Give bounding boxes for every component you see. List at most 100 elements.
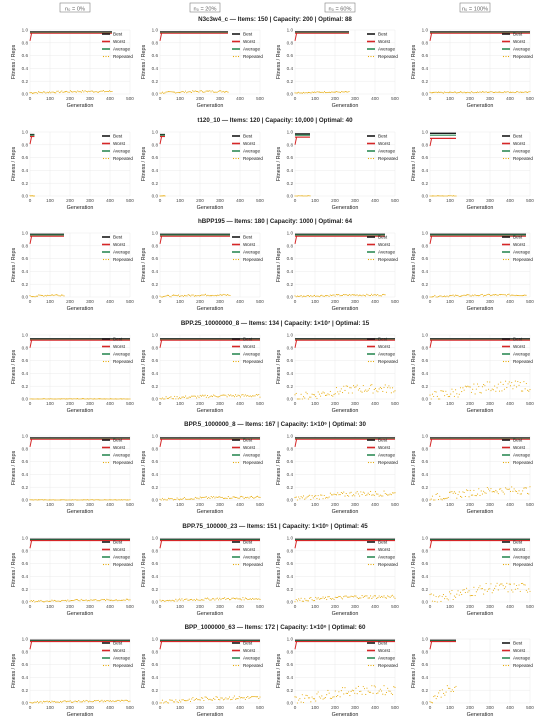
- repeated-point: [474, 91, 476, 93]
- repeated-point: [376, 597, 378, 600]
- legend-key-repeated: [232, 360, 235, 363]
- legend-key-repeated: [235, 461, 237, 464]
- repeated-point: [366, 595, 368, 597]
- series-worst-start: [29, 439, 33, 447]
- repeated-point: [109, 499, 112, 501]
- repeated-point: [202, 394, 204, 396]
- repeated-point: [33, 599, 35, 602]
- repeated-point: [102, 499, 104, 501]
- x-tick-label: 0: [294, 401, 297, 406]
- series-worst-start: [429, 340, 433, 348]
- legend-label: Worst: [513, 39, 526, 44]
- legend-label: Repeated: [243, 54, 263, 59]
- repeated-point: [311, 91, 313, 93]
- repeated-point: [73, 600, 75, 602]
- repeated-point: [254, 395, 256, 397]
- repeated-point: [382, 693, 384, 695]
- repeated-point: [42, 499, 44, 501]
- y-tick-label: 0.2: [22, 79, 29, 84]
- repeated-point: [70, 701, 73, 703]
- repeated-point: [92, 599, 94, 601]
- x-tick-label: 300: [216, 604, 224, 609]
- repeated-point: [74, 700, 76, 702]
- repeated-point: [86, 600, 88, 602]
- repeated-point: [79, 499, 81, 501]
- repeated-point: [223, 91, 225, 93]
- y-tick-label: 0.4: [422, 168, 429, 173]
- repeated-point: [213, 598, 215, 600]
- repeated-point: [295, 599, 297, 601]
- repeated-point: [315, 296, 317, 298]
- y-tick-label: 0.0: [422, 295, 429, 300]
- repeated-point: [61, 600, 63, 602]
- repeated-point: [478, 488, 480, 490]
- x-tick-label: 500: [256, 198, 264, 203]
- repeated-point: [172, 398, 174, 400]
- repeated-point: [250, 599, 253, 601]
- repeated-point: [296, 499, 298, 501]
- repeated-point: [258, 698, 260, 700]
- repeated-point: [440, 91, 442, 93]
- repeated-point: [228, 497, 231, 499]
- repeated-point: [184, 90, 187, 92]
- repeated-point: [191, 498, 193, 500]
- repeated-point: [177, 599, 179, 601]
- legend-label: Average: [378, 656, 395, 661]
- repeated-point: [238, 598, 240, 600]
- repeated-point: [441, 195, 443, 197]
- repeated-point: [91, 398, 93, 400]
- legend-label: Average: [113, 453, 130, 458]
- y-axis-title: Fitness / Reps: [141, 146, 147, 181]
- legend-label: Worst: [113, 242, 126, 247]
- x-tick-label: 200: [331, 299, 339, 304]
- y-axis-title: Fitness / Reps: [11, 552, 17, 587]
- legend-key-repeated: [235, 664, 237, 667]
- x-tick-label: 0: [294, 705, 297, 710]
- repeated-point: [174, 600, 176, 602]
- repeated-point: [220, 697, 222, 699]
- repeated-point: [125, 499, 127, 501]
- repeated-point: [171, 294, 173, 296]
- x-axis-title: Generation: [197, 205, 224, 211]
- repeated-point: [123, 700, 125, 702]
- repeated-point: [61, 398, 63, 400]
- x-tick-label: 0: [294, 502, 297, 507]
- repeated-point: [209, 90, 211, 92]
- repeated-point: [225, 294, 227, 296]
- repeated-point: [317, 295, 319, 297]
- repeated-point: [474, 393, 476, 395]
- repeated-point: [58, 499, 60, 501]
- y-axis-title: Fitness / Reps: [11, 653, 17, 688]
- y-axis-title: Fitness / Reps: [276, 146, 282, 181]
- x-tick-label: 200: [466, 604, 474, 609]
- repeated-point: [475, 591, 477, 593]
- repeated-point: [167, 397, 170, 399]
- legend-label: Repeated: [378, 562, 398, 567]
- y-tick-label: 0.0: [152, 701, 159, 706]
- repeated-point: [470, 595, 473, 597]
- repeated-point: [84, 499, 86, 501]
- repeated-point: [484, 589, 486, 591]
- repeated-point: [334, 596, 336, 598]
- legend-key-repeated: [367, 563, 370, 566]
- y-tick-label: 0.6: [22, 561, 29, 566]
- repeated-point: [66, 90, 68, 93]
- series-worst-start: [29, 33, 33, 41]
- repeated-point: [305, 599, 307, 601]
- repeated-point: [447, 599, 449, 601]
- repeated-point: [310, 498, 312, 501]
- repeated-point: [185, 498, 187, 500]
- repeated-point: [497, 589, 499, 591]
- repeated-point: [236, 395, 238, 397]
- repeated-point: [448, 591, 451, 593]
- repeated-point: [119, 599, 121, 602]
- repeated-point: [189, 700, 192, 703]
- repeated-point: [208, 90, 210, 92]
- repeated-point: [323, 494, 325, 497]
- legend-key-repeated: [372, 360, 375, 363]
- y-tick-label: 1.0: [422, 536, 429, 541]
- repeated-point: [470, 295, 472, 297]
- x-tick-label: 400: [106, 198, 114, 203]
- repeated-point: [194, 698, 196, 700]
- repeated-point: [233, 396, 235, 398]
